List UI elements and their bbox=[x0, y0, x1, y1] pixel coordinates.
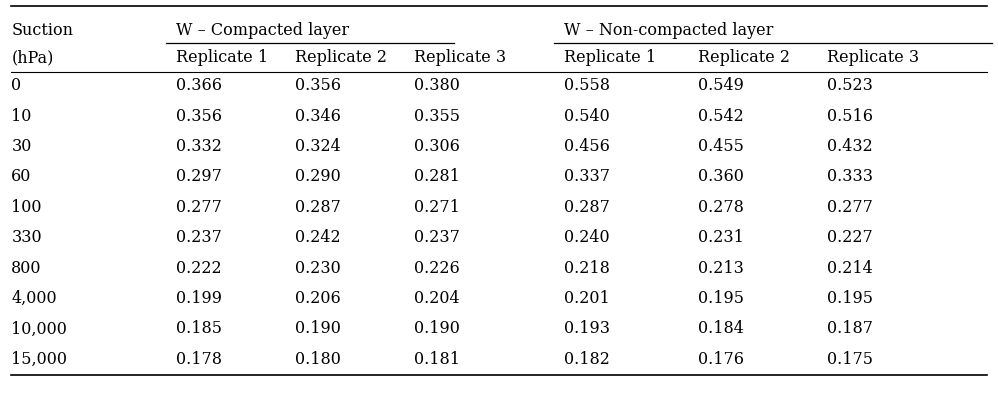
Text: 10,000: 10,000 bbox=[11, 321, 67, 337]
Text: 0.287: 0.287 bbox=[295, 199, 341, 216]
Text: 0.346: 0.346 bbox=[295, 108, 341, 125]
Text: 60: 60 bbox=[11, 168, 32, 186]
Text: 0.218: 0.218 bbox=[564, 260, 610, 277]
Text: Replicate 3: Replicate 3 bbox=[827, 49, 919, 66]
Text: Replicate 2: Replicate 2 bbox=[295, 49, 387, 66]
Text: 0.204: 0.204 bbox=[414, 290, 460, 307]
Text: 0.278: 0.278 bbox=[698, 199, 744, 216]
Text: 15,000: 15,000 bbox=[11, 351, 67, 368]
Text: 0.226: 0.226 bbox=[414, 260, 460, 277]
Text: 0: 0 bbox=[11, 77, 22, 94]
Text: Suction: Suction bbox=[11, 22, 73, 39]
Text: 10: 10 bbox=[11, 108, 32, 125]
Text: 0.190: 0.190 bbox=[414, 321, 460, 337]
Text: 0.337: 0.337 bbox=[564, 168, 610, 186]
Text: 0.523: 0.523 bbox=[827, 77, 873, 94]
Text: 0.199: 0.199 bbox=[176, 290, 222, 307]
Text: 0.290: 0.290 bbox=[295, 168, 340, 186]
Text: 0.237: 0.237 bbox=[414, 229, 460, 246]
Text: 330: 330 bbox=[11, 229, 42, 246]
Text: W – Non-compacted layer: W – Non-compacted layer bbox=[564, 22, 773, 39]
Text: 0.455: 0.455 bbox=[698, 138, 744, 155]
Text: 0.187: 0.187 bbox=[827, 321, 873, 337]
Text: 0.195: 0.195 bbox=[827, 290, 873, 307]
Text: 100: 100 bbox=[11, 199, 42, 216]
Text: 0.432: 0.432 bbox=[827, 138, 873, 155]
Text: 0.558: 0.558 bbox=[564, 77, 610, 94]
Text: Replicate 3: Replicate 3 bbox=[414, 49, 507, 66]
Text: 0.227: 0.227 bbox=[827, 229, 873, 246]
Text: 0.184: 0.184 bbox=[698, 321, 744, 337]
Text: 0.366: 0.366 bbox=[176, 77, 222, 94]
Text: 0.237: 0.237 bbox=[176, 229, 222, 246]
Text: 0.180: 0.180 bbox=[295, 351, 341, 368]
Text: 0.297: 0.297 bbox=[176, 168, 222, 186]
Text: 0.213: 0.213 bbox=[698, 260, 744, 277]
Text: W – Compacted layer: W – Compacted layer bbox=[176, 22, 348, 39]
Text: 0.214: 0.214 bbox=[827, 260, 873, 277]
Text: 0.277: 0.277 bbox=[827, 199, 873, 216]
Text: 0.542: 0.542 bbox=[698, 108, 744, 125]
Text: 0.201: 0.201 bbox=[564, 290, 610, 307]
Text: 0.231: 0.231 bbox=[698, 229, 744, 246]
Text: 0.230: 0.230 bbox=[295, 260, 340, 277]
Text: 0.206: 0.206 bbox=[295, 290, 340, 307]
Text: 0.271: 0.271 bbox=[414, 199, 460, 216]
Text: 0.277: 0.277 bbox=[176, 199, 222, 216]
Text: 0.240: 0.240 bbox=[564, 229, 610, 246]
Text: 0.306: 0.306 bbox=[414, 138, 460, 155]
Text: 4,000: 4,000 bbox=[11, 290, 57, 307]
Text: 0.456: 0.456 bbox=[564, 138, 610, 155]
Text: 0.190: 0.190 bbox=[295, 321, 341, 337]
Text: 0.195: 0.195 bbox=[698, 290, 745, 307]
Text: 0.516: 0.516 bbox=[827, 108, 873, 125]
Text: Replicate 1: Replicate 1 bbox=[176, 49, 267, 66]
Text: 0.356: 0.356 bbox=[295, 77, 341, 94]
Text: 0.380: 0.380 bbox=[414, 77, 460, 94]
Text: 0.360: 0.360 bbox=[698, 168, 744, 186]
Text: 0.333: 0.333 bbox=[827, 168, 873, 186]
Text: 0.178: 0.178 bbox=[176, 351, 222, 368]
Text: 0.176: 0.176 bbox=[698, 351, 745, 368]
Text: 0.287: 0.287 bbox=[564, 199, 610, 216]
Text: 0.540: 0.540 bbox=[564, 108, 610, 125]
Text: 0.242: 0.242 bbox=[295, 229, 340, 246]
Text: 0.181: 0.181 bbox=[414, 351, 460, 368]
Text: 0.193: 0.193 bbox=[564, 321, 610, 337]
Text: 800: 800 bbox=[11, 260, 42, 277]
Text: 0.332: 0.332 bbox=[176, 138, 222, 155]
Text: 30: 30 bbox=[11, 138, 32, 155]
Text: Replicate 2: Replicate 2 bbox=[698, 49, 790, 66]
Text: 0.182: 0.182 bbox=[564, 351, 610, 368]
Text: Replicate 1: Replicate 1 bbox=[564, 49, 656, 66]
Text: 0.222: 0.222 bbox=[176, 260, 222, 277]
Text: 0.185: 0.185 bbox=[176, 321, 222, 337]
Text: 0.281: 0.281 bbox=[414, 168, 460, 186]
Text: 0.356: 0.356 bbox=[176, 108, 222, 125]
Text: 0.175: 0.175 bbox=[827, 351, 873, 368]
Text: 0.324: 0.324 bbox=[295, 138, 340, 155]
Text: 0.355: 0.355 bbox=[414, 108, 460, 125]
Text: (hPa): (hPa) bbox=[11, 49, 54, 66]
Text: 0.549: 0.549 bbox=[698, 77, 744, 94]
